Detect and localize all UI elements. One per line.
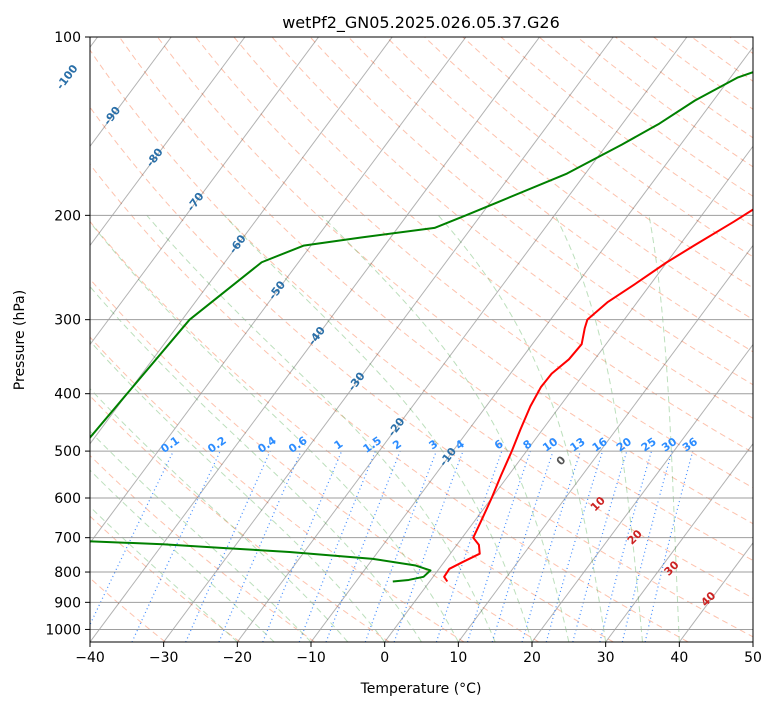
x-tick-label: −30 [149,650,179,666]
mixing-ratio-line [521,450,582,642]
mixing-ratio-line [491,450,554,642]
isotherm [163,37,614,642]
mixing-ratio-line [364,450,437,642]
mixing-ratio-line [262,450,343,642]
y-tick-label: 900 [54,595,81,611]
y-tick-label: 1000 [45,622,81,638]
dry-adiabat [90,577,166,642]
y-tick-label: 600 [54,491,81,507]
mixing-ratio-line [218,450,302,642]
plot-frame [89,36,754,643]
y-tick-label: 500 [54,444,81,460]
moist-adiabat [223,214,533,642]
x-tick-label: 10 [449,650,467,666]
dry-adiabat [90,278,540,642]
isotherm [384,145,753,642]
mixing-ratio-line [466,450,531,642]
background-reference-lines [90,37,753,642]
y-axis-title: Pressure (hPa) [12,290,28,390]
mixing-ratio-line [435,450,503,642]
x-tick-label: 30 [597,650,615,666]
dry-adiabat [90,454,315,642]
y-tick-label: 200 [54,208,81,224]
chart-title: wetPf2_GN05.2025.026.05.37.G26 [282,13,560,33]
mixing-ratio-line [572,450,628,642]
moist-adiabat [437,215,607,642]
dry-adiabat [90,395,390,642]
dry-adiabat [233,37,753,454]
mixing-ratio-line [393,450,464,642]
isotherm [605,442,753,642]
moist-adiabat [321,214,570,642]
dry-adiabat [90,163,689,642]
mixing-ratio-line [621,450,673,642]
moist-adiabat [90,340,386,642]
x-axis-title: Temperature (°C) [360,681,482,697]
isotherm [90,37,540,642]
temperature-line [443,208,753,583]
dry-adiabat [90,220,614,642]
isotherm [90,37,393,445]
moist-adiabat [648,215,680,642]
y-axis: 100 200 300 400 500 600 700 800 900 1000 [45,30,90,638]
moist-adiabat [90,506,238,642]
dry-adiabat [347,37,753,353]
dry-adiabat [271,37,753,419]
mixing-ratio-line [599,450,653,642]
y-tick-label: 800 [54,565,81,581]
dry-adiabat [118,37,753,562]
isotherm [90,37,172,148]
x-axis: −40 −30 −20 −10 0 10 20 30 40 50 [75,642,762,666]
dewpoint-line [90,71,753,583]
x-tick-label: −40 [75,650,105,666]
moist-adiabat [90,285,422,642]
isotherm [90,37,319,346]
dry-adiabat [90,49,753,599]
pressure-gridlines [90,37,753,630]
y-tick-label: 100 [54,30,81,46]
x-tick-label: 20 [523,650,541,666]
x-tick-label: −10 [296,650,326,666]
moist-adiabat [90,221,459,642]
y-tick-label: 700 [54,531,81,547]
profile-lines [90,71,753,583]
x-tick-label: 40 [670,650,688,666]
x-tick-label: 50 [744,650,762,666]
isotherm [457,244,753,642]
moist-adiabat [90,430,312,642]
moist-adiabat [146,215,496,642]
mixing-ratio-line [644,450,694,642]
x-tick-label: 0 [380,650,389,666]
moist-adiabat [554,215,643,642]
x-tick-label: −20 [223,650,253,666]
isotherm [310,46,753,642]
y-tick-label: 300 [54,313,81,329]
dry-adiabat [90,336,465,642]
y-tick-label: 400 [54,387,81,403]
dry-adiabat [309,37,753,386]
isotherm [236,37,688,642]
isotherm [531,343,753,642]
dry-adiabat [90,106,753,638]
moist-adiabat [90,387,349,642]
isotherm [90,37,246,247]
mixing-ratio-line [545,450,604,642]
